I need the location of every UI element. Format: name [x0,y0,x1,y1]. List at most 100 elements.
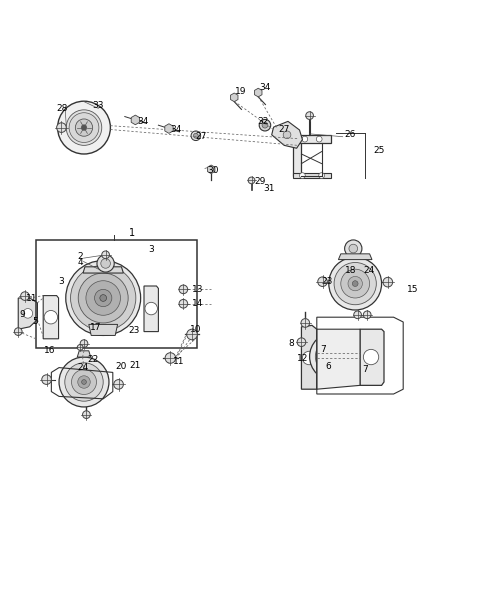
Text: 13: 13 [192,285,204,294]
Text: 6: 6 [325,362,331,371]
Circle shape [82,380,86,384]
Circle shape [66,110,102,145]
Text: 14: 14 [192,299,204,308]
Text: 11: 11 [26,294,38,303]
Circle shape [187,329,197,340]
Circle shape [354,311,361,319]
Polygon shape [18,298,37,329]
Circle shape [300,173,305,178]
Circle shape [83,411,90,418]
Text: 22: 22 [87,355,98,364]
Circle shape [262,122,268,128]
FancyBboxPatch shape [293,173,331,178]
Text: 18: 18 [345,266,356,275]
Circle shape [259,119,271,131]
Text: 4: 4 [78,259,84,268]
Circle shape [306,112,313,119]
Text: 1: 1 [129,228,135,238]
Circle shape [145,302,157,315]
Circle shape [101,259,110,268]
Circle shape [275,130,280,135]
FancyBboxPatch shape [293,135,331,144]
Polygon shape [144,286,158,331]
Text: 27: 27 [196,132,207,141]
Text: 7: 7 [362,365,368,374]
Text: 20: 20 [115,362,127,371]
Circle shape [80,340,88,347]
Circle shape [78,375,90,388]
Text: 17: 17 [90,323,102,332]
Polygon shape [207,165,215,173]
Text: 3: 3 [59,277,64,285]
Polygon shape [254,88,262,97]
Circle shape [323,346,344,367]
Circle shape [302,136,308,142]
Circle shape [363,349,379,365]
Circle shape [59,357,109,407]
Circle shape [310,333,358,381]
Circle shape [301,319,310,327]
Circle shape [273,128,282,137]
Text: 33: 33 [93,101,104,110]
Polygon shape [131,115,140,125]
Circle shape [248,177,255,184]
Text: 15: 15 [407,285,419,294]
Circle shape [329,257,382,310]
Circle shape [345,240,362,257]
Text: 11: 11 [173,357,184,366]
Text: 34: 34 [137,117,148,126]
Circle shape [165,353,176,364]
Circle shape [283,131,291,139]
Text: 2: 2 [78,252,84,260]
Text: 5: 5 [33,318,38,327]
Circle shape [72,370,96,395]
Circle shape [42,375,51,384]
Circle shape [44,311,58,324]
Circle shape [14,328,22,336]
Text: 3: 3 [148,246,154,254]
Circle shape [297,338,306,346]
Polygon shape [360,329,384,386]
Circle shape [23,309,33,318]
Text: 30: 30 [207,166,219,175]
Circle shape [75,119,93,136]
Circle shape [102,251,109,259]
Circle shape [179,299,188,308]
Polygon shape [43,296,59,339]
Circle shape [179,285,188,294]
Text: 10: 10 [190,325,201,334]
Circle shape [319,173,324,178]
Text: 9: 9 [19,311,25,319]
Text: 34: 34 [170,126,182,135]
Text: 7: 7 [321,345,326,355]
Bar [36,240,197,349]
Circle shape [341,269,370,298]
Text: 25: 25 [373,145,385,154]
Polygon shape [317,329,360,389]
Text: 24: 24 [78,362,89,372]
Circle shape [86,281,120,315]
Text: 26: 26 [345,131,356,139]
Polygon shape [89,324,118,336]
Polygon shape [83,267,123,273]
Circle shape [71,265,136,331]
Circle shape [97,255,114,272]
Polygon shape [230,93,238,102]
Polygon shape [301,325,317,389]
FancyBboxPatch shape [293,143,301,176]
Text: 12: 12 [297,355,308,364]
Circle shape [77,344,83,350]
Text: 27: 27 [278,126,290,135]
Text: 8: 8 [288,339,294,348]
Circle shape [78,273,128,323]
Circle shape [334,262,376,305]
Polygon shape [77,351,91,357]
Text: 19: 19 [235,87,247,96]
Text: 31: 31 [263,184,275,193]
Polygon shape [165,124,173,134]
Text: 21: 21 [130,361,141,370]
Circle shape [191,131,201,141]
Circle shape [58,101,110,154]
Circle shape [95,290,112,306]
Circle shape [57,123,66,132]
